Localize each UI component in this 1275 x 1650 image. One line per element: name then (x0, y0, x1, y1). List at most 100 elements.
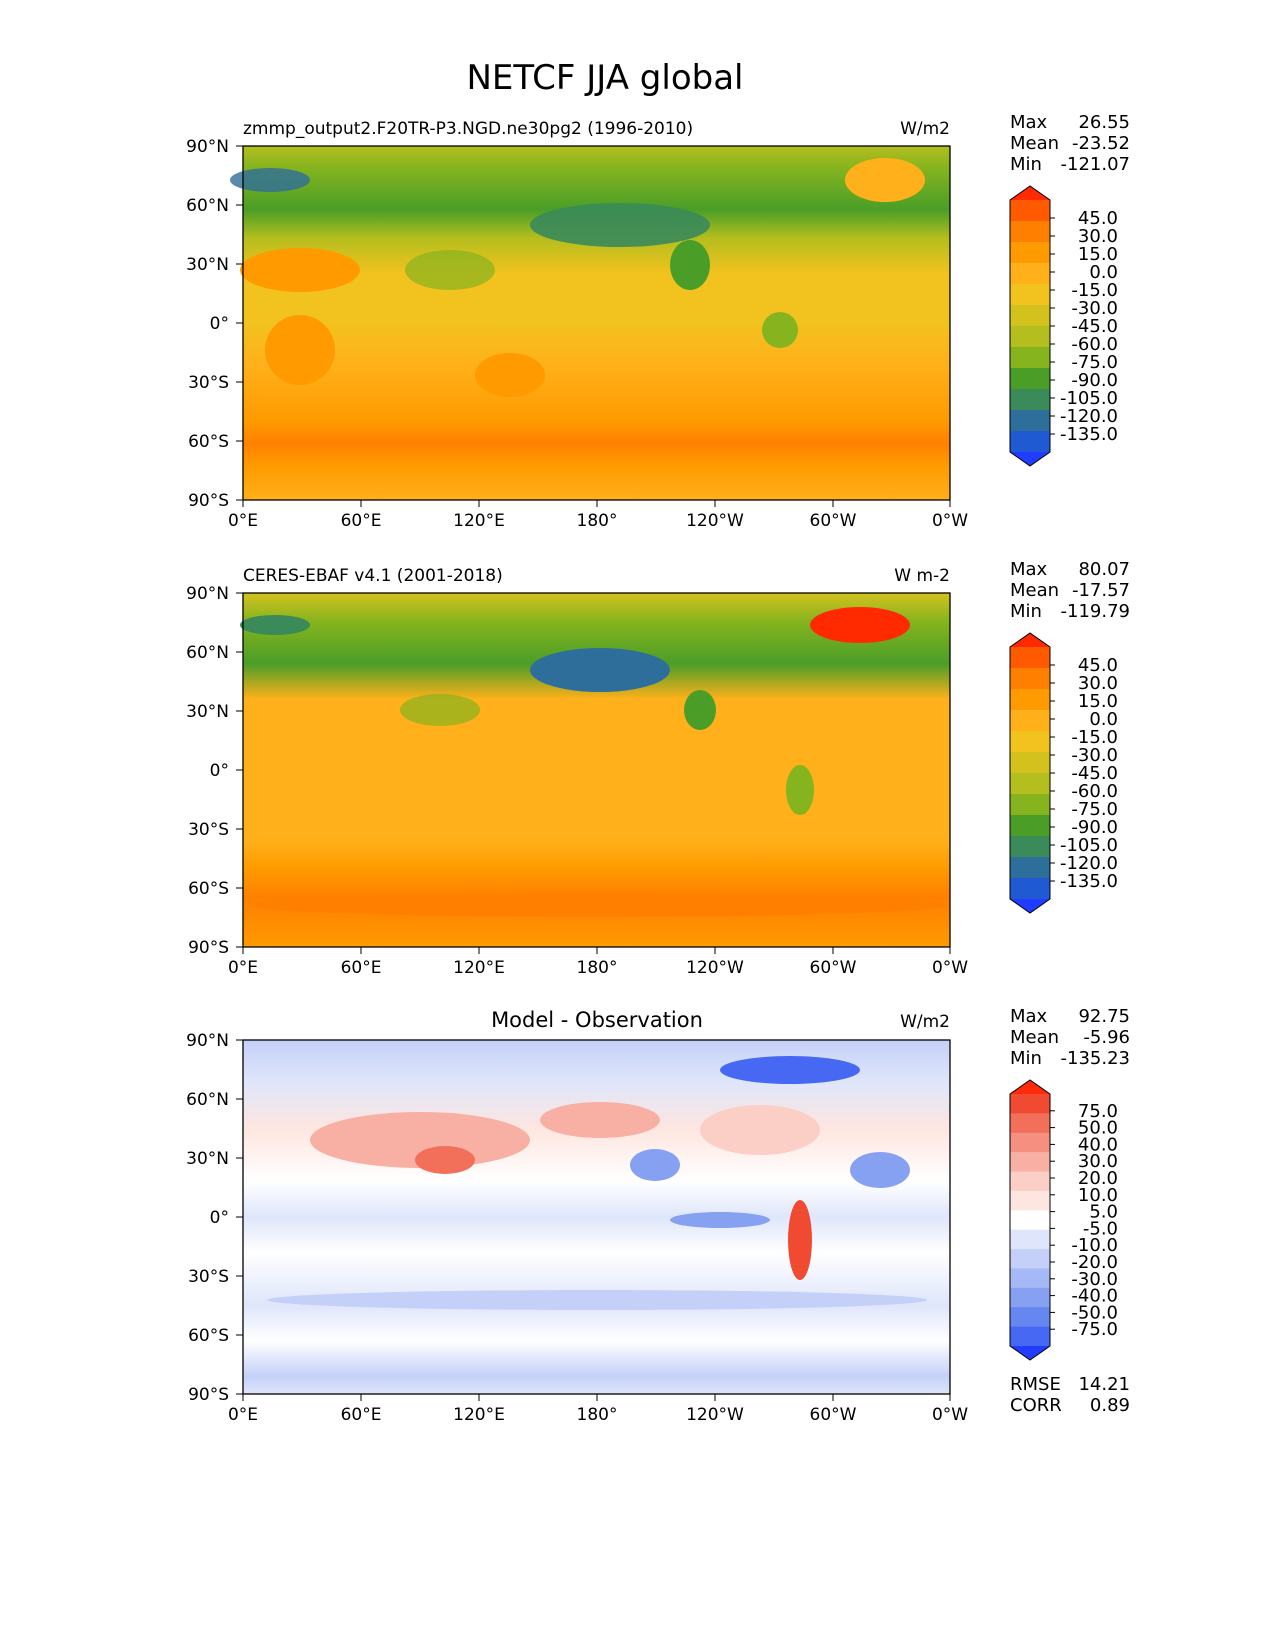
lat-tick-label: 90°S (188, 1385, 229, 1405)
stat-value: 0.89 (1090, 1395, 1130, 1416)
lat-tick-label: 60°S (188, 1326, 229, 1346)
lat-tick-label: 90°S (188, 491, 229, 511)
colorbar-bin (1010, 389, 1050, 411)
colorbar-extend-min (1010, 1346, 1050, 1360)
lat-tick-label: 30°S (188, 1267, 229, 1287)
colorbar-level-label: -30.0 (1071, 298, 1118, 319)
blob-greenland (845, 158, 925, 202)
panel-model: zmmp_output2.F20TR-P3.NGD.ne30pg2 (1996-… (186, 112, 1130, 531)
colorbar-bin (1010, 1190, 1050, 1211)
colorbar-level-label: 30.0 (1078, 1151, 1118, 1172)
blob-arctic-negative (720, 1056, 860, 1084)
lat-ticks: 90°N 60°N 30°N 0° 30°S 60°S 90°S (186, 137, 243, 511)
colorbar-level-label: -90.0 (1071, 817, 1118, 838)
blob-itcz-america (762, 312, 798, 348)
blob-australia (475, 353, 545, 397)
lat-tick-label: 30°N (186, 255, 229, 275)
lat-tick-label: 90°N (186, 584, 229, 604)
map-area (240, 593, 950, 947)
lat-tick-label: 60°N (186, 1090, 229, 1110)
colorbar-bin (1010, 878, 1050, 900)
colorbar-bin (1010, 1152, 1050, 1173)
colorbar-bin (1010, 326, 1050, 348)
lat-tick-label: 30°S (188, 820, 229, 840)
blob-north-america-positive (700, 1105, 820, 1155)
colorbar-bin (1010, 647, 1050, 669)
colorbar-level-label: -5.0 (1083, 1218, 1118, 1239)
blob-east-pacific (670, 240, 710, 290)
lon-tick-label: 0°W (932, 1405, 968, 1425)
colorbar-bin (1010, 305, 1050, 327)
stat-label: CORR (1010, 1395, 1062, 1416)
colorbar-level-label: -30.0 (1071, 745, 1118, 766)
colorbar-level-label: -50.0 (1071, 1302, 1118, 1323)
colorbar-bin (1010, 1268, 1050, 1289)
colorbar-bin (1010, 1307, 1050, 1328)
map-field (243, 1040, 950, 1394)
colorbar-level-label: -20.0 (1071, 1252, 1118, 1273)
colorbar-level-label: -135.0 (1060, 424, 1118, 445)
colorbar-bin (1010, 1229, 1050, 1250)
lat-ticks: 90°N 60°N 30°N 0° 30°S 60°S 90°S (186, 1031, 243, 1405)
colorbar-level-label: 75.0 (1078, 1101, 1118, 1122)
colorbar-bin (1010, 410, 1050, 432)
blob-east-pacific (684, 690, 716, 730)
colorbar-bin (1010, 689, 1050, 711)
colorbar-extend-min (1010, 452, 1050, 466)
colorbar-bin (1010, 242, 1050, 264)
blob-southern-ocean (247, 893, 947, 917)
colorbar-bin (1010, 836, 1050, 858)
lat-tick-label: 0° (210, 761, 229, 781)
panel-units: W/m2 (900, 1012, 950, 1032)
panel-left-title: CERES-EBAF v4.1 (2001-2018) (243, 566, 503, 586)
stat-value: -119.79 (1061, 601, 1130, 622)
colorbar-outline (1009, 185, 1051, 467)
lon-ticks: 0°E 60°E 120°E 180° 120°W 60°W 0°W (228, 947, 968, 978)
colorbar: 45.030.015.00.0-15.0-30.0-45.0-60.0-75.0… (1009, 185, 1118, 467)
blob-arctic-canada (230, 168, 310, 192)
colorbar-outline (1009, 632, 1051, 914)
lon-tick-label: 60°W (810, 511, 857, 531)
colorbar-level-label: 40.0 (1078, 1134, 1118, 1155)
colorbar-level-label: -45.0 (1071, 316, 1118, 337)
lon-ticks: 0°E 60°E 120°E 180° 120°W 60°W 0°W (228, 500, 968, 531)
lat-tick-label: 90°S (188, 938, 229, 958)
colorbar-bin (1010, 857, 1050, 879)
lat-tick-label: 30°S (188, 373, 229, 393)
stat-value: -121.07 (1061, 154, 1130, 175)
colorbar-bin (1010, 668, 1050, 690)
lon-tick-label: 120°E (453, 958, 505, 978)
colorbar: 45.030.015.00.0-15.0-30.0-45.0-60.0-75.0… (1009, 632, 1118, 914)
colorbar-level-label: 50.0 (1078, 1118, 1118, 1139)
colorbar-level-label: 15.0 (1078, 244, 1118, 265)
panel-center-title: Model - Observation (491, 1008, 703, 1032)
stat-value: 26.55 (1078, 112, 1130, 133)
map-area (243, 1040, 950, 1394)
blob-north-pacific (530, 203, 710, 247)
stat-label: Mean (1010, 580, 1059, 601)
colorbar-bin (1010, 1249, 1050, 1269)
colorbar-level-label: -60.0 (1071, 334, 1118, 355)
panel-left-title: zmmp_output2.F20TR-P3.NGD.ne30pg2 (1996-… (243, 119, 693, 139)
colorbar-level-label: -40.0 (1071, 1286, 1118, 1307)
stat-label: Max (1010, 559, 1048, 580)
colorbar-level-label: -120.0 (1060, 406, 1118, 427)
lat-tick-label: 0° (210, 1208, 229, 1228)
colorbar-level-label: 15.0 (1078, 691, 1118, 712)
colorbar-bin (1010, 1326, 1050, 1347)
lon-tick-label: 120°E (453, 1405, 505, 1425)
stat-label: RMSE (1010, 1374, 1061, 1395)
blob-north-pacific-positive (540, 1102, 660, 1138)
panel-difference: Model - Observation W/m2 90°N 60°N 30°N … (186, 1006, 1130, 1425)
colorbar-bin (1010, 773, 1050, 795)
lon-ticks: 0°E 60°E 120°E 180° 120°W 60°W 0°W (228, 1394, 968, 1425)
colorbar-bin (1010, 1113, 1050, 1134)
colorbar-extend-max (1010, 1080, 1050, 1094)
colorbar-level-label: -75.0 (1071, 352, 1118, 373)
colorbar-bin (1010, 1132, 1050, 1153)
stat-label: Mean (1010, 1027, 1059, 1048)
lon-tick-label: 180° (577, 1405, 618, 1425)
colorbar-level-label: 30.0 (1078, 673, 1118, 694)
panel-units: W/m2 (900, 119, 950, 139)
